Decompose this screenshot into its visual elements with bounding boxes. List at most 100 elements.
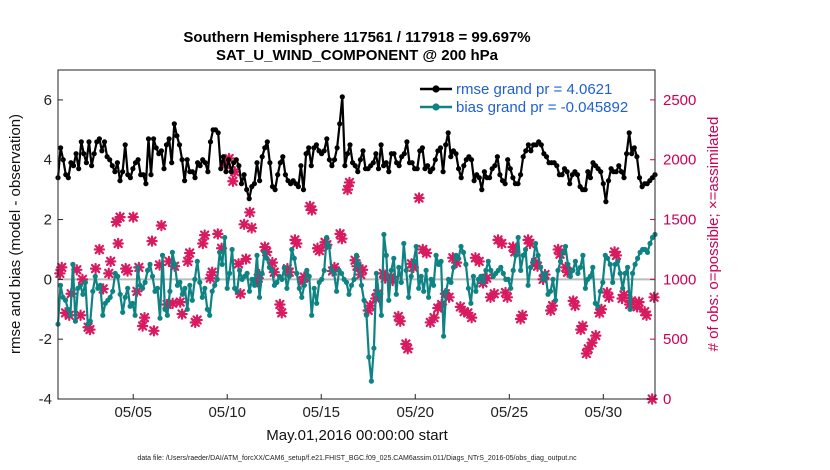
bias-series-point xyxy=(132,312,138,318)
bias-series-point xyxy=(179,291,185,297)
rmse-series-point xyxy=(559,172,565,178)
bias-series-point xyxy=(363,312,370,318)
obs-marker-glyph xyxy=(514,313,527,325)
rmse-series-point xyxy=(419,145,425,151)
bias-series-point xyxy=(455,255,462,261)
x-axis-label: May.01,2016 00:00:00 start xyxy=(266,427,448,444)
obs-marker-glyph xyxy=(450,256,463,269)
bias-series-point xyxy=(309,312,315,318)
bias-series-point xyxy=(560,249,566,255)
rmse-series-point xyxy=(313,142,319,148)
rmse-series-point xyxy=(96,136,102,142)
obs-count-marker xyxy=(405,258,418,270)
rmse-series-point xyxy=(448,154,454,160)
obs-count-marker xyxy=(590,329,602,342)
bias-series-point xyxy=(274,279,280,285)
obs-marker-glyph xyxy=(509,246,521,258)
bias-series-point xyxy=(386,297,392,303)
bias-series-point xyxy=(254,252,260,258)
obs-count-marker xyxy=(183,247,196,259)
obs-count-marker xyxy=(608,246,621,258)
axis-layer: 05/05 05/10 05/15 05/20 05/25 05/30 -4 -2 0 2 4 6 0 5… xyxy=(39,92,697,421)
plot-frame xyxy=(57,69,656,400)
obs-marker-glyph xyxy=(281,262,294,275)
obs-marker-glyph xyxy=(182,255,194,268)
x-tick-label: 05/25 xyxy=(491,404,529,421)
bias-series-point xyxy=(334,288,340,294)
bias-series-point xyxy=(125,285,131,291)
rmse-series-point xyxy=(458,175,464,181)
obs-marker-glyph xyxy=(245,222,258,234)
bias-series-point xyxy=(149,273,156,279)
obs-count-marker xyxy=(212,228,224,240)
legend-rmse-label: rmse grand pr = 4.0621 xyxy=(456,81,612,98)
obs-marker-glyph xyxy=(121,265,134,277)
bias-series-point xyxy=(630,270,636,276)
bias-series-point xyxy=(70,261,76,267)
obs-marker-glyph xyxy=(648,291,660,304)
bias-series-point xyxy=(632,261,638,267)
rmse-series-point xyxy=(91,151,97,157)
rmse-series-point xyxy=(158,148,164,154)
bias-series-point xyxy=(314,300,320,306)
bias-series-point xyxy=(237,267,243,273)
rmse-series-point xyxy=(538,142,544,148)
bias-series-point xyxy=(381,231,387,238)
rmse-series-point xyxy=(306,145,312,151)
bias-series-point xyxy=(401,240,407,247)
rmse-series-point xyxy=(130,166,136,172)
obs-marker-glyph xyxy=(640,309,653,321)
obs-marker-glyph xyxy=(552,243,564,256)
bias-series-point xyxy=(122,294,128,300)
obs-count-marker xyxy=(74,309,87,321)
bias-series-point xyxy=(353,252,360,258)
rmse-series-point xyxy=(114,160,120,166)
obs-count-marker xyxy=(569,299,581,312)
rmse-series-point xyxy=(481,169,487,175)
bias-series-point xyxy=(289,246,295,253)
obs-marker-glyph xyxy=(499,286,512,299)
obs-count-marker xyxy=(341,183,354,196)
bias-series-point xyxy=(72,318,78,324)
obs-count-marker xyxy=(424,316,437,329)
obs-marker-glyph xyxy=(304,200,316,213)
rmse-series-point xyxy=(169,160,175,166)
obs-marker-glyph xyxy=(189,316,201,329)
obs-marker-glyph xyxy=(112,237,124,250)
rmse-series-point xyxy=(383,160,389,166)
rmse-series-point xyxy=(347,142,353,148)
bias-series-point xyxy=(426,294,432,300)
obs-count-marker xyxy=(281,262,294,275)
obs-count-marker xyxy=(114,211,126,223)
obs-count-marker xyxy=(334,228,346,240)
bias-series-point xyxy=(441,333,447,339)
obs-count-marker xyxy=(428,311,440,324)
obs-marker-glyph xyxy=(501,291,514,304)
bias-series-point xyxy=(550,276,556,282)
obs-marker-glyph xyxy=(601,286,613,299)
bias-series-point xyxy=(120,309,126,315)
rmse-series-point xyxy=(161,166,167,172)
obs-marker-glyph xyxy=(554,248,566,260)
obs-marker-glyph xyxy=(343,176,356,189)
bias-series-point xyxy=(515,234,521,241)
bias-series-point xyxy=(224,285,230,291)
bias-series-point xyxy=(264,255,270,261)
obs-marker-glyph xyxy=(54,267,66,280)
obs-count-marker xyxy=(392,310,405,323)
rmse-series-point xyxy=(182,178,188,184)
obs-count-marker xyxy=(356,264,369,276)
obs-marker-glyph xyxy=(610,249,623,262)
rmse-series-point xyxy=(277,160,283,166)
bias-series-point xyxy=(115,273,121,279)
obs-marker-glyph xyxy=(575,323,587,336)
rmse-series-point xyxy=(246,196,252,202)
bias-series-point xyxy=(627,306,633,312)
rmse-series-point xyxy=(65,175,71,181)
rmse-series-point xyxy=(528,148,534,154)
bias-series-point xyxy=(164,312,170,318)
obs-marker-glyph xyxy=(93,243,106,256)
rmse-series-point xyxy=(272,187,278,193)
rmse-series-point xyxy=(267,160,273,166)
bias-series-point xyxy=(433,252,439,258)
